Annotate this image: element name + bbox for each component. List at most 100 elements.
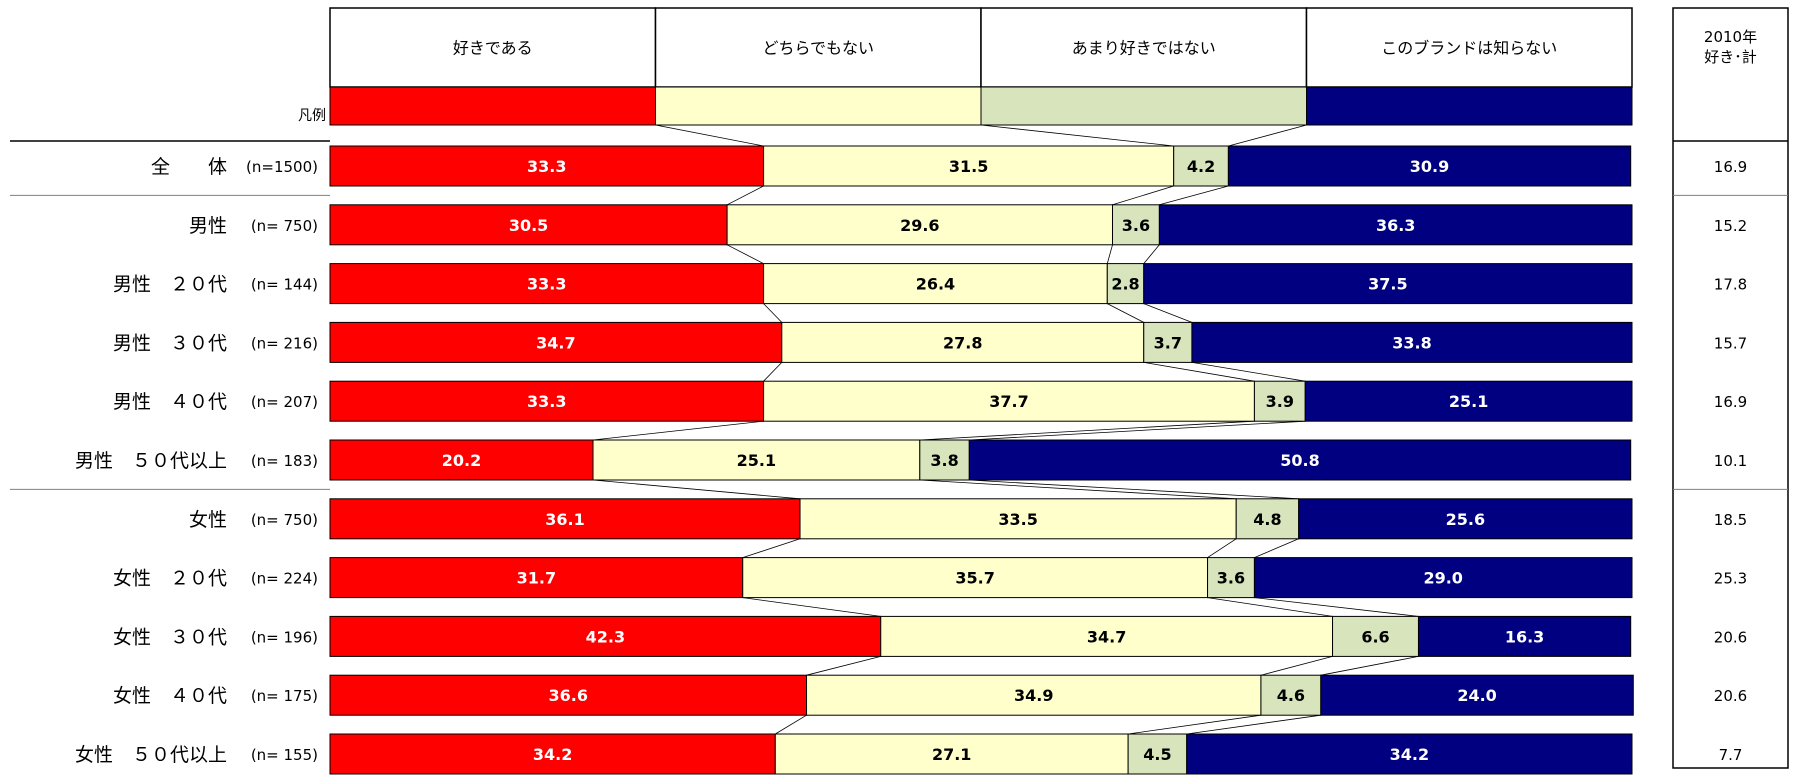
bar-value-label: 36.6 bbox=[549, 686, 588, 705]
row-category-label: 男性 ３０代 bbox=[113, 332, 227, 354]
bar-segment bbox=[774, 733, 1129, 775]
connector-line bbox=[763, 303, 783, 323]
bar-segment bbox=[763, 380, 1255, 422]
connector-line bbox=[1186, 714, 1321, 735]
row-sample-size: (n= 175) bbox=[251, 687, 318, 705]
bar-segment bbox=[329, 674, 808, 716]
row-category-label: 女性 ４０代 bbox=[113, 685, 227, 707]
bar-value-label: 34.2 bbox=[1390, 745, 1429, 764]
side-value: 16.9 bbox=[1714, 393, 1747, 411]
bar-value-label: 26.4 bbox=[916, 275, 955, 294]
side-column-header-line: 好き･計 bbox=[1704, 48, 1757, 66]
bar-segment bbox=[329, 733, 776, 775]
bar-value-label: 35.7 bbox=[955, 569, 994, 588]
connector-line bbox=[1260, 656, 1333, 676]
bar-segment bbox=[968, 439, 1632, 481]
bar-segment bbox=[781, 321, 1145, 363]
connector-line bbox=[1228, 124, 1307, 147]
bar-value-label: 33.3 bbox=[527, 392, 566, 411]
bar-segment bbox=[1112, 204, 1160, 246]
bar-segment bbox=[1235, 498, 1300, 540]
bar-segment bbox=[1320, 674, 1634, 716]
side-value: 20.6 bbox=[1714, 628, 1747, 646]
bar-segment bbox=[1332, 615, 1419, 657]
connector-line bbox=[1207, 538, 1237, 558]
bar-value-label: 6.6 bbox=[1361, 627, 1389, 646]
legend-item-label: あまり好きではない bbox=[1072, 39, 1216, 58]
bar-segment bbox=[1143, 263, 1633, 305]
connector-line bbox=[969, 479, 1299, 500]
bar-segment bbox=[1143, 321, 1193, 363]
bar-segment bbox=[1191, 321, 1633, 363]
connector-line bbox=[742, 538, 801, 558]
bar-segment bbox=[1186, 733, 1633, 775]
bar-value-label: 29.6 bbox=[900, 216, 939, 235]
connector-line bbox=[969, 420, 1306, 441]
connector-line bbox=[592, 420, 764, 441]
connector-line bbox=[742, 597, 881, 617]
bar-segment bbox=[329, 380, 765, 422]
connector-line bbox=[1128, 714, 1261, 735]
row-sample-size: (n= 207) bbox=[251, 393, 318, 411]
bar-value-label: 3.9 bbox=[1266, 392, 1294, 411]
bar-segment bbox=[1106, 263, 1145, 305]
side-value: 25.3 bbox=[1714, 570, 1747, 588]
bar-segment bbox=[329, 321, 783, 363]
connector-line bbox=[980, 124, 1174, 147]
row-sample-size: (n= 183) bbox=[251, 452, 318, 470]
bar-value-label: 30.9 bbox=[1410, 157, 1449, 176]
bar-segment bbox=[1227, 145, 1632, 187]
row-category-label: 女性 bbox=[189, 509, 227, 531]
connector-line bbox=[1106, 244, 1113, 264]
row-category-label: 全 体 bbox=[151, 156, 227, 178]
connector-line bbox=[775, 714, 807, 735]
bar-segment bbox=[1304, 380, 1633, 422]
bar-segment bbox=[1253, 557, 1633, 599]
row-category-label: 男性 ４０代 bbox=[113, 391, 227, 413]
bar-value-label: 50.8 bbox=[1280, 451, 1319, 470]
connector-line bbox=[1207, 597, 1333, 617]
bar-value-label: 3.6 bbox=[1122, 216, 1150, 235]
bar-segment bbox=[1207, 557, 1255, 599]
connector-line bbox=[726, 185, 764, 206]
legend-header-cell bbox=[980, 7, 1308, 88]
bar-segment bbox=[919, 439, 970, 481]
bar-value-label: 30.5 bbox=[509, 216, 548, 235]
bar-segment bbox=[329, 145, 765, 187]
legend-header-cell bbox=[329, 7, 657, 88]
row-category-label: 女性 ２０代 bbox=[113, 568, 227, 590]
bar-value-label: 42.3 bbox=[586, 627, 625, 646]
legend-swatch bbox=[655, 86, 982, 126]
bar-value-label: 34.7 bbox=[1087, 627, 1126, 646]
bar-value-label: 34.9 bbox=[1014, 686, 1053, 705]
bar-segment bbox=[726, 204, 1114, 246]
legend-item-label: このブランドは知らない bbox=[1381, 39, 1557, 58]
side-value: 16.9 bbox=[1714, 158, 1747, 176]
bar-segment bbox=[806, 674, 1262, 716]
legend-item-label: 好きである bbox=[453, 39, 533, 58]
row-sample-size: (n= 750) bbox=[251, 511, 318, 529]
connector-line bbox=[806, 656, 881, 676]
bar-value-label: 33.3 bbox=[527, 275, 566, 294]
connector-line bbox=[1191, 362, 1306, 382]
connector-line bbox=[726, 244, 764, 264]
bar-value-label: 29.0 bbox=[1423, 569, 1462, 588]
legend-swatch bbox=[329, 86, 656, 126]
bar-value-label: 4.6 bbox=[1277, 686, 1305, 705]
legend-caption: 凡例 bbox=[298, 108, 326, 124]
row-sample-size: (n= 216) bbox=[251, 334, 318, 352]
bar-value-label: 34.7 bbox=[536, 333, 575, 352]
row-category-label: 男性 bbox=[189, 215, 227, 237]
bar-value-label: 37.7 bbox=[989, 392, 1028, 411]
bar-segment bbox=[329, 557, 744, 599]
connector-line bbox=[1143, 303, 1193, 323]
side-column-header-line: 2010年 bbox=[1704, 28, 1757, 46]
bar-segment bbox=[1417, 615, 1632, 657]
row-sample-size: (n= 224) bbox=[251, 570, 318, 588]
bar-value-label: 36.1 bbox=[545, 510, 584, 529]
bar-value-label: 25.1 bbox=[1449, 392, 1488, 411]
side-value: 7.7 bbox=[1719, 746, 1743, 764]
row-sample-size: (n= 155) bbox=[251, 746, 318, 764]
bar-value-label: 25.6 bbox=[1446, 510, 1485, 529]
bar-value-label: 33.8 bbox=[1392, 333, 1431, 352]
